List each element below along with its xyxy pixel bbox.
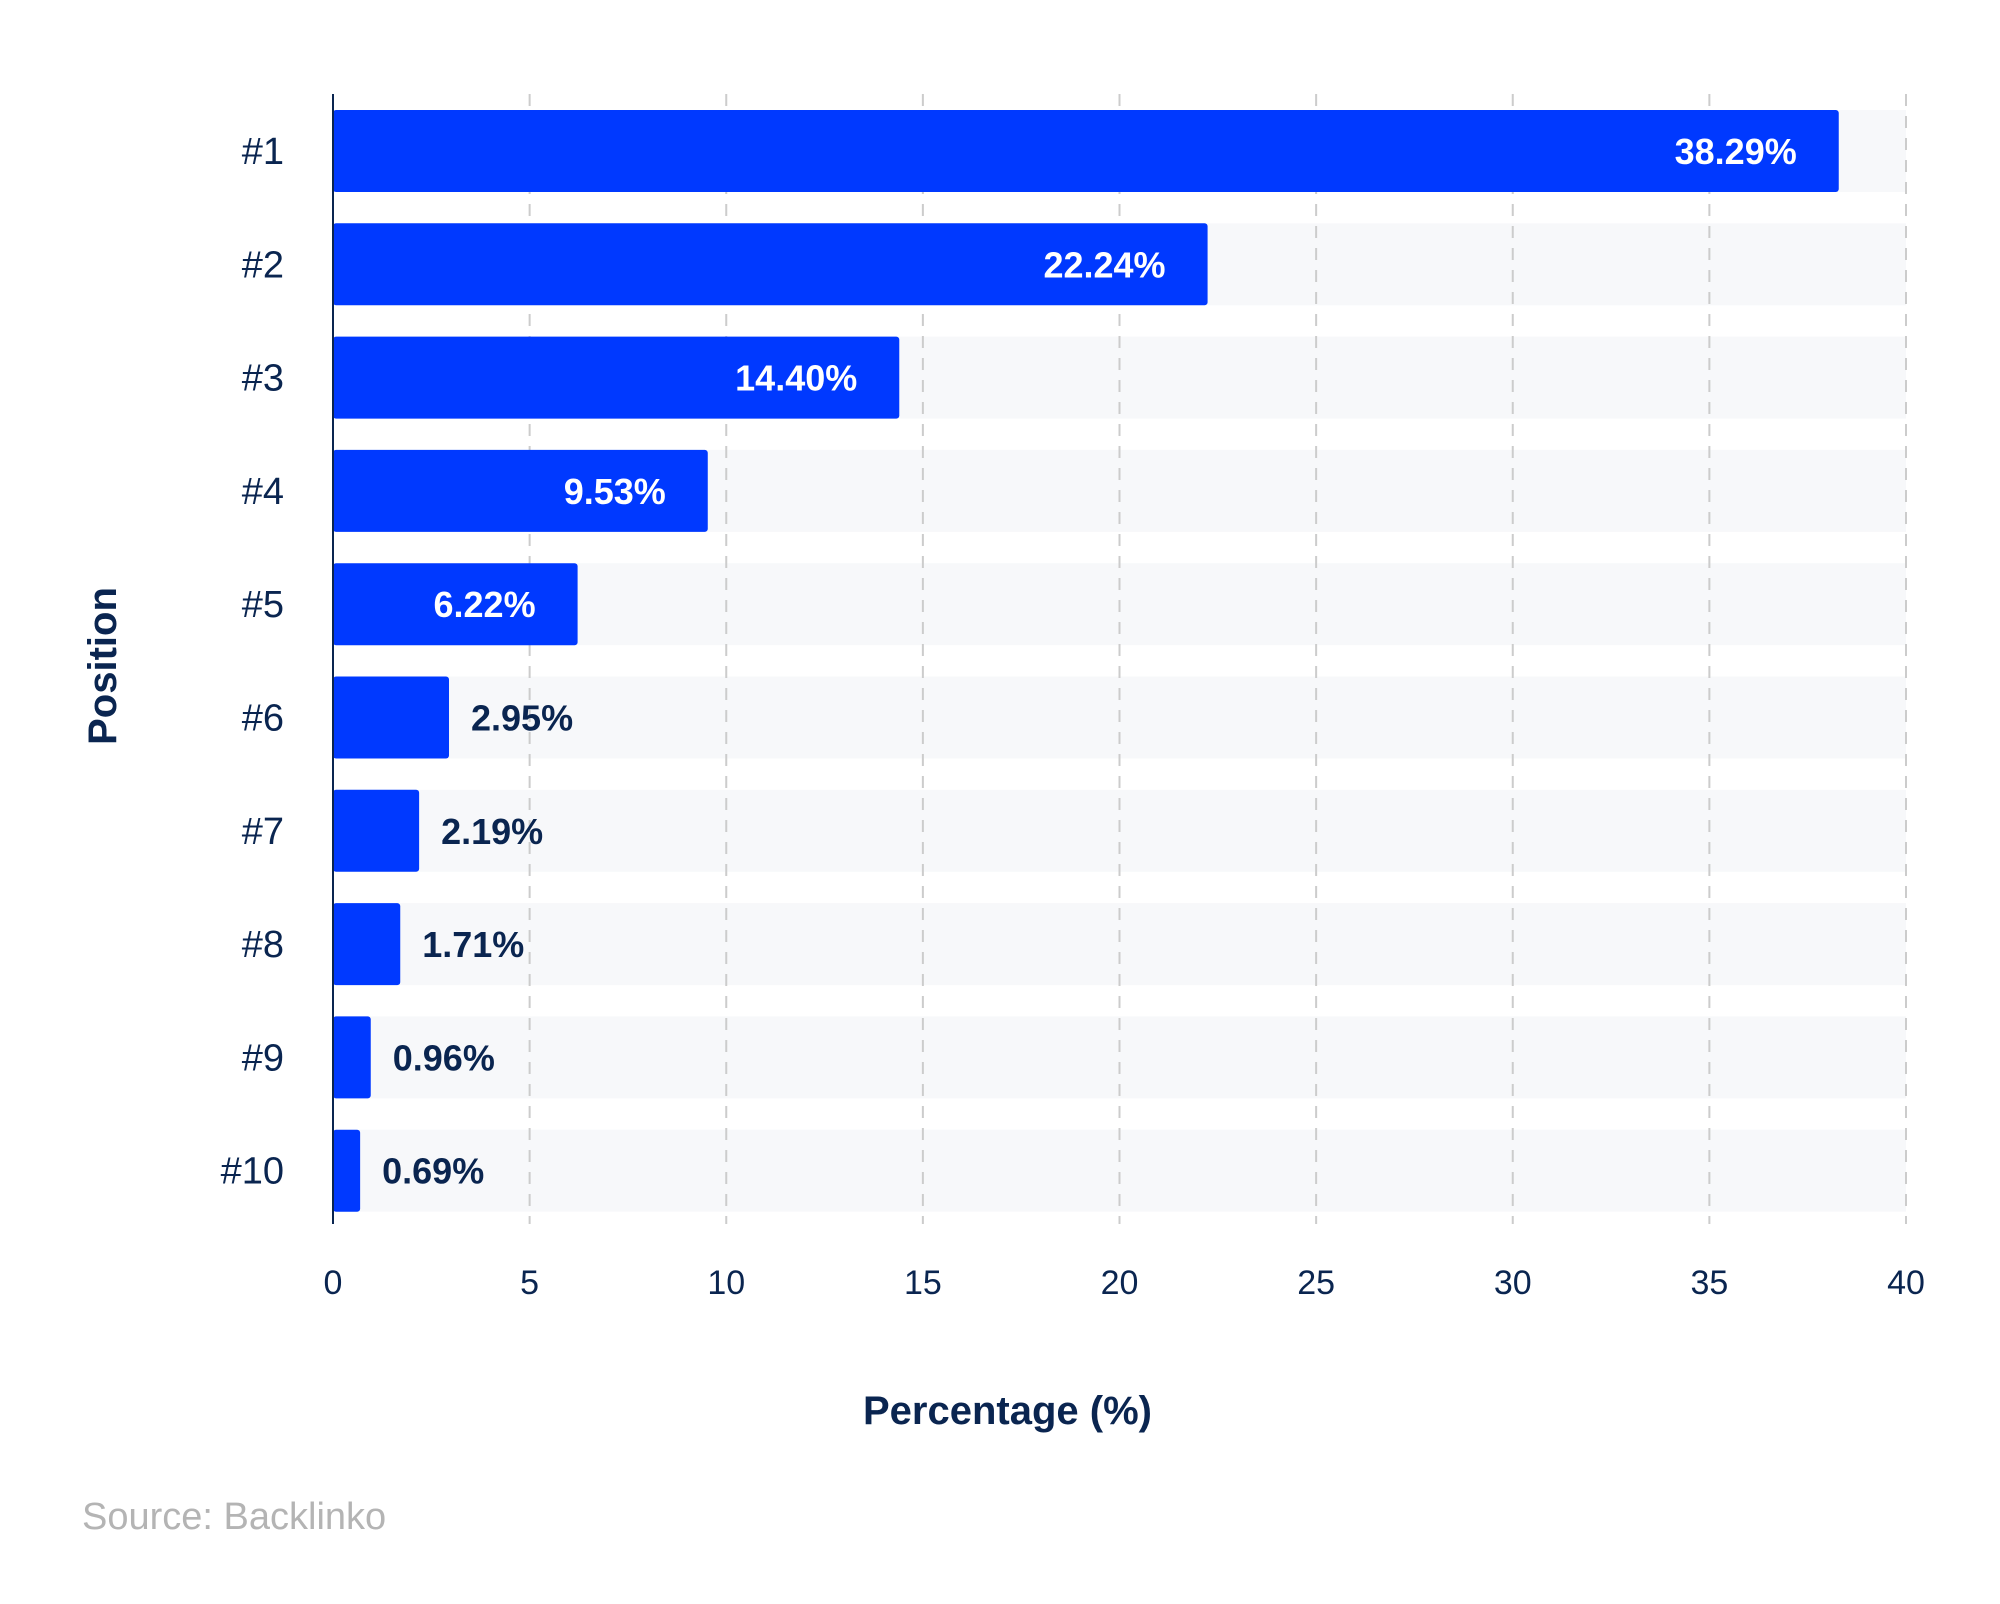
data-label: 0.69% — [382, 1151, 484, 1192]
source-note: Source: Backlinko — [82, 1496, 387, 1538]
category-label: #1 — [242, 131, 284, 173]
data-label: 0.96% — [393, 1037, 495, 1078]
data-label: 2.19% — [441, 811, 543, 852]
category-label: #9 — [242, 1037, 284, 1079]
bar — [333, 789, 420, 872]
category-label: #8 — [242, 924, 284, 966]
bar — [333, 903, 401, 986]
data-label: 1.71% — [422, 924, 524, 965]
category-label: #10 — [221, 1151, 284, 1193]
x-tick-label: 30 — [1494, 1264, 1532, 1302]
category-label: #6 — [242, 698, 284, 740]
x-tick-label: 5 — [520, 1264, 539, 1302]
data-label: 14.40% — [735, 358, 857, 399]
category-label: #2 — [242, 244, 284, 286]
x-tick-label: 25 — [1297, 1264, 1335, 1302]
bar — [333, 449, 708, 532]
bar — [333, 1129, 361, 1212]
x-axis-title: Percentage (%) — [863, 1389, 1152, 1433]
bar — [333, 223, 1208, 306]
category-label: #5 — [242, 584, 284, 626]
y-axis-title: Position — [81, 587, 125, 745]
x-tick-label: 0 — [324, 1264, 343, 1302]
bar — [333, 563, 578, 646]
data-label: 22.24% — [1043, 244, 1165, 285]
x-tick-label: 35 — [1690, 1264, 1728, 1302]
data-label: 38.29% — [1675, 131, 1797, 172]
data-label: 6.22% — [434, 584, 536, 625]
x-tick-labels: 0 5 10 15 20 25 30 35 40 — [324, 1264, 1925, 1302]
x-tick-label: 10 — [707, 1264, 745, 1302]
bar — [333, 1016, 371, 1099]
data-label: 2.95% — [471, 698, 573, 739]
data-label: 9.53% — [564, 471, 666, 512]
bar — [333, 110, 1839, 192]
bars — [333, 110, 1839, 1212]
x-tick-label: 40 — [1887, 1264, 1925, 1302]
category-label: #4 — [242, 471, 284, 513]
x-tick-label: 20 — [1101, 1264, 1139, 1302]
data-labels: 38.29% 22.24% 14.40% 9.53% 6.22% 2.95% 2.19% 1.… — [382, 131, 1797, 1192]
bar — [333, 676, 450, 759]
bar — [333, 336, 900, 419]
category-label: #3 — [242, 358, 284, 400]
category-label: #7 — [242, 811, 284, 853]
x-tick-label: 15 — [904, 1264, 942, 1302]
category-labels: #1 #2 #3 #4 #5 #6 #7 #8 #9 #10 — [221, 131, 284, 1193]
